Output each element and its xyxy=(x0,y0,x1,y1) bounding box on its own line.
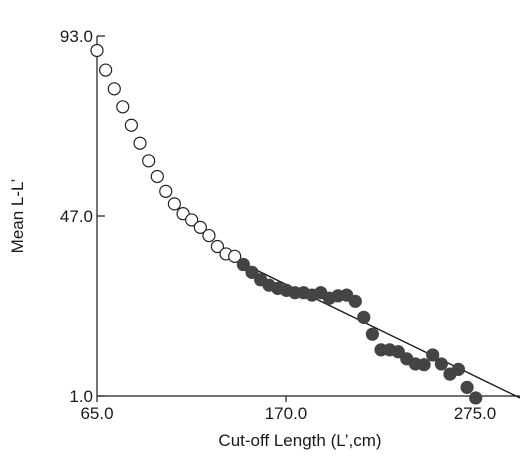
open-data-point xyxy=(142,154,156,168)
filled-data-point xyxy=(469,391,483,405)
filled-data-point xyxy=(365,327,379,341)
open-data-point xyxy=(107,82,121,96)
filled-data-point xyxy=(357,310,371,324)
filled-data-point xyxy=(451,362,466,376)
open-data-point xyxy=(99,63,113,77)
filled-data-point xyxy=(426,348,440,362)
open-data-point xyxy=(210,239,225,254)
open-data-point xyxy=(124,118,138,132)
y-axis-label: Mean L-L’ xyxy=(8,179,27,254)
open-data-point xyxy=(159,184,173,198)
x-tick-label: 65.0 xyxy=(80,404,113,423)
tick-labels: 1.0 47.0 93.0 65.0 170.0 275.0 xyxy=(60,27,496,423)
filled-data-point xyxy=(348,294,362,308)
open-data-point xyxy=(133,136,147,150)
filled-data-point xyxy=(391,345,405,359)
open-data-point xyxy=(116,100,130,114)
x-tick-label: 170.0 xyxy=(265,404,308,423)
y-tick-label: 1.0 xyxy=(69,387,93,406)
regression-line xyxy=(243,263,520,399)
open-data-point xyxy=(167,197,181,211)
open-data-point xyxy=(193,220,207,234)
axes xyxy=(96,36,520,397)
tick-marks xyxy=(96,35,476,402)
filled-data-point xyxy=(460,380,474,394)
open-data-point xyxy=(228,249,242,263)
open-data-point xyxy=(90,43,104,58)
filled-data-point xyxy=(434,357,448,371)
y-tick-label: 47.0 xyxy=(60,207,93,226)
x-axis-label: Cut-off Length (L’,cm) xyxy=(218,431,381,450)
filled-data-point xyxy=(417,358,431,372)
open-data-point xyxy=(202,228,216,243)
filled-data-point xyxy=(236,257,250,272)
filled-data-point xyxy=(245,265,259,279)
open-data-point xyxy=(150,169,164,184)
y-tick-label: 93.0 xyxy=(60,27,93,46)
data-points xyxy=(90,43,483,405)
open-data-point xyxy=(185,213,199,227)
x-tick-label: 275.0 xyxy=(454,404,497,423)
